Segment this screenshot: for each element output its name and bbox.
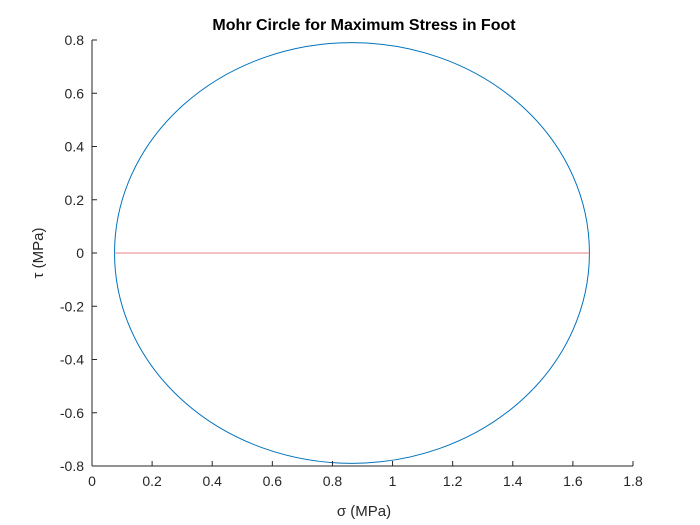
y-tick-label: 0.4 [65,139,85,155]
x-tick-label: 1.6 [563,473,583,489]
y-axis-ticks: -0.8 -0.6 -0.4 -0.2 0 0.2 0.4 0.6 0.8 [60,32,97,474]
x-tick-label: 0.2 [142,473,162,489]
y-tick-label: 0.8 [65,32,85,48]
chart-title: Mohr Circle for Maximum Stress in Foot [212,17,516,34]
x-tick-label: 0.8 [323,473,343,489]
y-tick-label: -0.4 [60,352,84,368]
y-tick-label: -0.8 [60,458,84,474]
x-tick-label: 1 [389,473,397,489]
y-axis-label: τ (MPa) [30,228,47,279]
x-tick-label: 0.6 [263,473,283,489]
y-tick-label: -0.2 [60,298,84,314]
x-tick-label: 1.4 [503,473,523,489]
x-axis-ticks: 0 0.2 0.4 0.6 0.8 1 1.2 1.4 1.6 1.8 [88,461,643,489]
x-tick-label: 1.8 [623,473,643,489]
x-tick-label: 0.4 [202,473,222,489]
x-tick-label: 1.2 [443,473,463,489]
y-tick-label: 0.2 [65,192,85,208]
y-tick-label: -0.6 [60,405,84,421]
y-tick-label: 0.6 [65,85,85,101]
plot-area [114,42,590,464]
x-tick-label: 0 [88,473,96,489]
x-axis-label: σ (MPa) [337,503,391,520]
y-tick-label: 0 [76,245,84,261]
